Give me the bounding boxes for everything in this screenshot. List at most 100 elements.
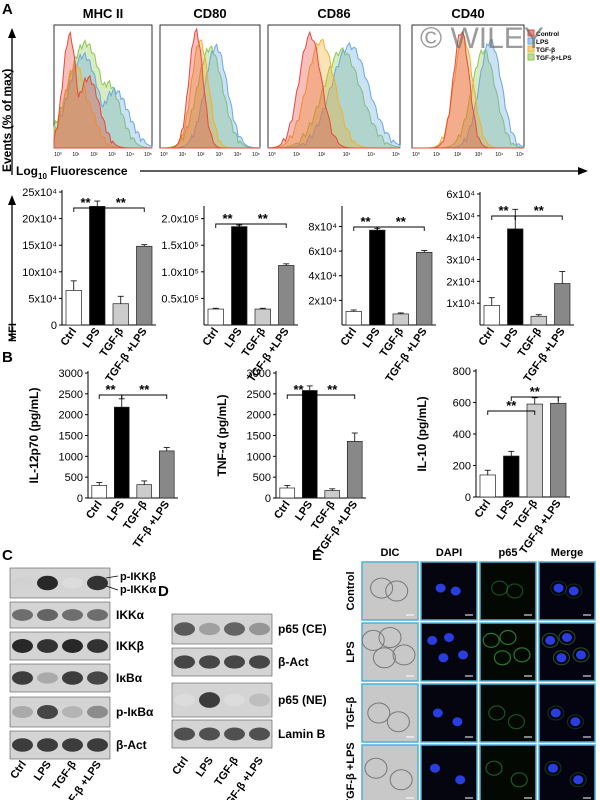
blot-band [87,671,108,685]
significance-bracket [376,226,425,231]
blot-band [87,575,108,591]
histogram-tick: 10⁰ [268,152,276,158]
cell-outline [372,647,396,669]
merge-nucleus [545,635,556,645]
category-label: Ctrl [201,326,222,348]
significance-label: ** [80,195,91,210]
histogram-tick: 10¹ [293,152,301,158]
significance-label: ** [258,211,269,226]
cell-outline [385,580,409,602]
micrograph-merge [538,744,596,800]
histogram-curve-lps [268,41,401,149]
y-arrow-head [8,28,16,38]
blot-strip-c-1 [9,601,111,629]
bar-tgf+lps [554,283,571,326]
significance-label: ** [498,203,509,218]
bar-ctrl [479,474,496,498]
merge-nucleus [548,763,558,773]
column-label: DAPI [436,547,462,559]
blot-strip-d-3 [171,719,273,749]
histogram-tick: 10⁴ [367,152,375,158]
blot-band [37,639,58,653]
histogram-tick: 10⁰ [412,152,420,158]
histogram-tick: 10⁰ [54,152,62,158]
significance-bracket [309,394,356,399]
blot-band [62,609,83,621]
histogram-tick: 10² [90,152,98,158]
blot-label: β-Act [278,655,309,669]
p65-signal [491,580,509,596]
y-tick-label: 1500 [59,431,83,443]
blot-label-p-ikkb: p-IKKβ [120,571,156,583]
y-tick-label: 15x10⁴ [22,240,57,252]
p65-signal [488,705,506,721]
panel-letter-D: D [158,583,169,600]
blot-label: IKKβ [116,639,144,653]
y-tick-label: 0 [265,493,271,505]
bar-tgf+lps [278,265,295,326]
y-tick-label: 600 [453,398,471,410]
micrograph-p65 [479,622,537,682]
histogram-curve-control [412,30,524,149]
y-tick-label: 2x10⁴ [446,276,475,288]
microscopy-row-0: Control [345,561,596,621]
micrograph-dapi [420,683,478,743]
y-tick-label: 5x10⁴ [28,293,57,305]
bar-tgf [526,403,543,498]
micrograph-dapi [420,744,478,800]
mfi-arrow-head [8,195,16,205]
cell-outline [378,627,402,648]
merge-nucleus [570,717,581,727]
y-tick-label: 3x10⁴ [446,255,475,267]
blot-band [12,738,33,752]
histogram-tick: 10² [454,152,462,158]
merge-p65 [558,630,576,645]
legend-label: LPS [536,39,549,46]
bar-tgf [530,315,547,326]
blot-band [37,609,58,621]
histogram-title: MHC II [83,6,123,21]
significance-label: ** [534,203,545,218]
x-arrow-head [578,167,588,175]
y-tick-label: 2000 [59,410,83,422]
y-tick-label: 6x10⁴ [446,189,475,201]
histogram-tick: 10⁵ [252,152,260,158]
blot-band [12,609,33,621]
y-tick-label: 200 [453,461,471,473]
p65-signal [510,772,528,788]
microscopy-row-3: TGF-β +LPS [345,742,596,800]
blot-band [12,639,33,653]
histogram-tick: 10¹ [433,152,441,158]
blot-band [37,738,58,752]
p65-signal [507,714,526,730]
merge-nucleus [576,650,586,660]
y-tick-label: 800 [453,366,471,378]
y-tick-label: 1500 [247,431,271,443]
blot-label: β-Act [116,738,147,752]
bar-tgf [112,303,129,326]
significance-label: ** [293,382,304,397]
column-label: Merge [551,547,583,559]
blot-band [249,727,270,741]
y-tick-label: 0 [51,320,57,332]
legend-swatch [527,45,535,53]
y-tick-label: 0.5x10⁵ [161,293,199,305]
significance-label: ** [530,384,541,399]
y-tick-label: 2500 [59,389,83,401]
blot-strip-c-2 [9,631,111,661]
histogram-tick: 10² [197,152,205,158]
blot-band [62,706,83,718]
histogram-tick: 10⁴ [495,152,503,158]
y-tick-label: 1x10⁴ [446,298,475,310]
blot-band [37,672,58,684]
category-label: Ctrl [272,499,293,521]
blot-band [174,655,195,669]
p65-signal [482,632,500,649]
cell-outline [364,757,388,779]
mfi-label: MFI [7,323,19,342]
micrograph-dic [361,744,419,800]
blot-band [199,692,220,708]
bar-tgf [136,484,153,499]
